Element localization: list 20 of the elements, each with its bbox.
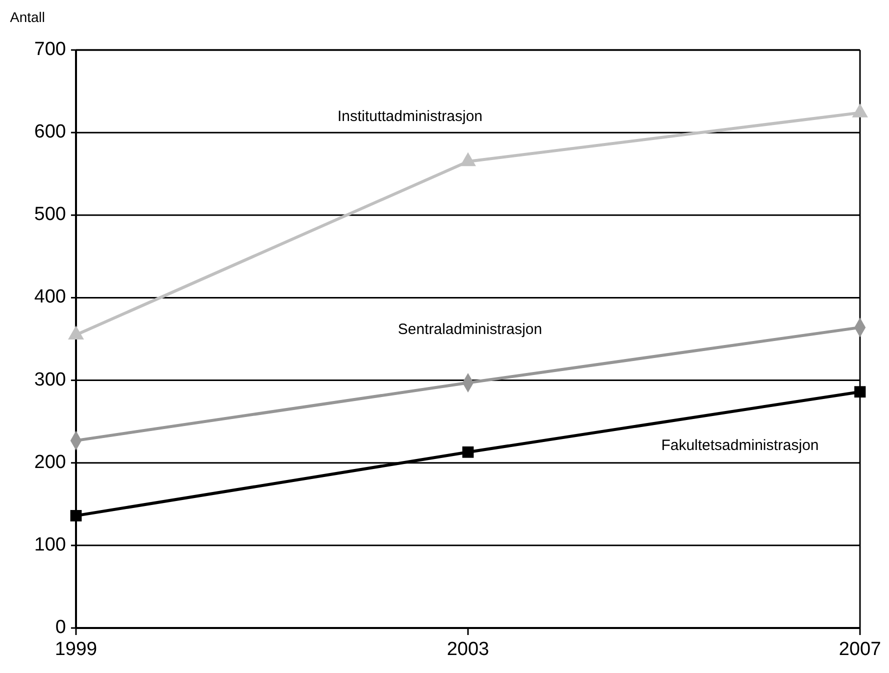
y-tick-label: 500 <box>34 204 66 226</box>
text: Instituttadministrasjon <box>337 108 483 125</box>
point <box>852 104 868 118</box>
x-tick-label: 2003 <box>446 639 490 660</box>
y-tick-label: 200 <box>34 452 66 473</box>
y-tick-label: 400 <box>34 286 66 308</box>
y-axis-title: Antall <box>10 9 46 25</box>
y-tick-label: 700 <box>34 39 66 60</box>
y-tick-label: 100 <box>34 534 66 556</box>
text: Sentraladministrasjon <box>398 320 542 338</box>
y-tick-label: 300 <box>34 369 66 390</box>
point <box>460 152 476 166</box>
series-label: Fakultetsadministrasjon <box>661 436 819 454</box>
y-tick-label: 0 <box>55 617 66 638</box>
x-tick-label: 2007 <box>838 639 882 660</box>
point <box>854 386 866 398</box>
point <box>70 510 82 522</box>
x-tick-label: 1999 <box>54 639 98 660</box>
y-tick-label: 600 <box>34 122 66 143</box>
point <box>462 446 474 458</box>
